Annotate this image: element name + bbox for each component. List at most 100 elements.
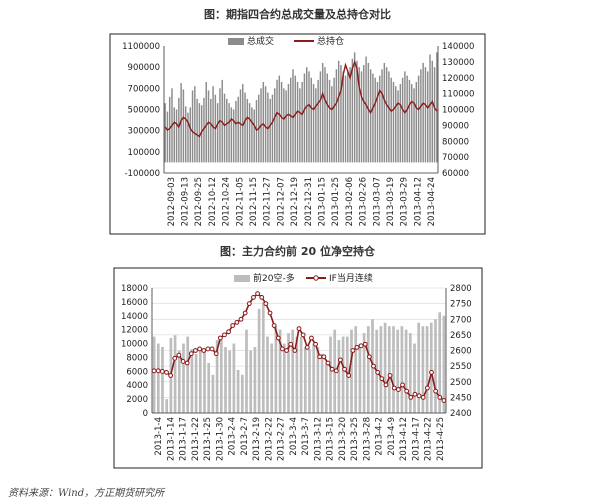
- left-tick-label: 500000: [128, 106, 160, 116]
- bar-58: [296, 81, 299, 163]
- bar-98: [388, 71, 390, 163]
- bar-9: [190, 349, 194, 413]
- bar-64: [421, 326, 425, 413]
- bar-55: [383, 322, 387, 413]
- bar-70: [324, 67, 326, 163]
- left-tick-label: 14000: [121, 312, 148, 322]
- line-point-42: [325, 360, 331, 366]
- bar-89: [367, 62, 370, 163]
- line-point-32: [284, 348, 289, 353]
- line-point-70: [441, 398, 447, 403]
- bar-54: [379, 326, 383, 413]
- line-point-19: [230, 323, 236, 328]
- bar-10: [187, 112, 189, 163]
- right-tick-label: 2450: [450, 393, 472, 403]
- bar-18: [228, 350, 232, 413]
- bar-66: [315, 88, 317, 163]
- bar-112: [420, 69, 422, 163]
- legend-label-bars: 前20空-多: [253, 272, 295, 284]
- bar-63: [417, 322, 421, 413]
- x-tick-label: 2013-01-25: [331, 177, 341, 226]
- bar-82: [351, 58, 354, 163]
- line-point-58: [391, 385, 397, 391]
- x-tick-label: 2013-4-22: [424, 417, 434, 461]
- bar-20: [210, 98, 212, 163]
- line-point-47: [346, 373, 352, 378]
- bar-17: [203, 97, 205, 163]
- bar-24: [253, 347, 257, 413]
- bar-85: [358, 67, 360, 163]
- legend-marker: [313, 275, 319, 281]
- line-point-0: [151, 368, 157, 374]
- bar-79: [344, 75, 347, 163]
- right-tick-label: 100000: [442, 106, 474, 116]
- left-tick-label: 16000: [121, 298, 148, 308]
- bar-32: [237, 96, 239, 163]
- bar-63: [308, 71, 310, 163]
- x-tick-label: 2013-03-19: [386, 177, 396, 226]
- bar-118: [433, 67, 436, 163]
- line-point-53: [371, 363, 376, 369]
- left-tick-label: 700000: [128, 84, 160, 94]
- line-point-36: [300, 332, 306, 338]
- legend-swatch-bars: [228, 38, 244, 45]
- bar-8: [186, 336, 190, 413]
- line-point-65: [420, 394, 426, 400]
- chart1-title: 图：期指四合约总成交量及总持仓对比: [204, 8, 391, 21]
- bar-5: [175, 109, 178, 163]
- line-point-46: [342, 366, 347, 372]
- line-point-33: [288, 341, 294, 347]
- bar-44: [264, 86, 267, 163]
- x-tick-label: 2012-11-15: [249, 177, 259, 226]
- bar-32: [287, 333, 290, 413]
- bar-64: [310, 77, 313, 163]
- line-point-20: [234, 319, 240, 325]
- bar-34: [295, 336, 299, 413]
- bar-53: [285, 90, 287, 163]
- bar-45: [341, 336, 345, 413]
- right-tick-label: 2500: [450, 378, 472, 388]
- bar-57: [392, 326, 395, 413]
- line-point-7: [180, 359, 186, 364]
- bar-12: [203, 350, 206, 413]
- x-tick-label: 2012-09-25: [194, 177, 204, 226]
- line-point-50: [358, 343, 364, 349]
- bar-38: [312, 343, 316, 413]
- bar-16: [200, 105, 203, 163]
- left-tick-label: 2000: [126, 395, 148, 405]
- bar-104: [401, 77, 404, 163]
- bar-96: [383, 62, 386, 163]
- line-point-40: [317, 354, 323, 360]
- x-tick-label: 2013-1-14: [166, 417, 176, 461]
- bar-39: [316, 347, 320, 413]
- chart2-title: 图：主力合约前 20 位净空持仓: [220, 245, 375, 258]
- bar-26: [223, 93, 226, 163]
- line-point-43: [329, 366, 335, 372]
- line-point-13: [205, 346, 211, 352]
- bar-92: [374, 77, 376, 163]
- bar-75: [335, 69, 338, 163]
- x-tick-label: 2013-2-7: [240, 417, 250, 456]
- line-point-41: [321, 354, 327, 360]
- line-point-2: [159, 369, 165, 374]
- line-point-35: [296, 326, 302, 332]
- bar-95: [381, 69, 383, 163]
- bar-71: [326, 73, 328, 163]
- x-tick-label: 2013-1-17: [179, 417, 189, 461]
- bar-3: [165, 399, 169, 413]
- line-point-67: [429, 369, 434, 375]
- x-tick-label: 2012-09-03: [167, 177, 177, 226]
- line-point-69: [437, 394, 443, 400]
- line-point-14: [209, 346, 215, 352]
- left-tick-label: 12000: [121, 326, 148, 336]
- line-point-66: [424, 385, 430, 391]
- bar-110: [415, 81, 418, 163]
- line-point-45: [338, 357, 343, 363]
- line-point-4: [168, 373, 174, 378]
- bar-31: [235, 101, 237, 163]
- bar-101: [395, 86, 397, 163]
- bar-17: [224, 347, 227, 413]
- legend-label-bars: 总成交: [247, 35, 274, 47]
- bar-31: [282, 343, 286, 413]
- bar-35: [299, 336, 303, 413]
